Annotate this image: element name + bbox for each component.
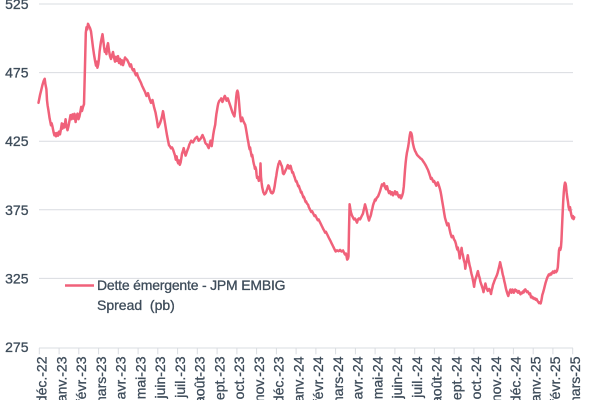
svg-text:août-23: août-23: [192, 356, 208, 400]
svg-text:nov.-23: nov.-23: [251, 356, 267, 400]
svg-text:déc.-23: déc.-23: [271, 356, 287, 400]
svg-text:oct.-23: oct.-23: [231, 356, 247, 399]
svg-text:325: 325: [5, 270, 29, 286]
svg-text:juil.-23: juil.-23: [172, 356, 188, 398]
svg-text:mars-25: mars-25: [567, 356, 583, 400]
svg-text:févr.-23: févr.-23: [73, 356, 89, 400]
svg-text:sept.-24: sept.-24: [449, 356, 465, 400]
svg-text:Spread (pb): Spread (pb): [97, 297, 175, 313]
svg-text:sept.-23: sept.-23: [211, 356, 227, 400]
svg-text:juin-24: juin-24: [389, 356, 405, 399]
svg-text:475: 475: [5, 65, 29, 81]
svg-text:févr.-25: févr.-25: [547, 356, 563, 400]
svg-text:juil.-24: juil.-24: [409, 356, 425, 398]
svg-text:275: 275: [5, 339, 29, 355]
svg-text:mai-23: mai-23: [132, 356, 148, 399]
svg-text:375: 375: [5, 202, 29, 218]
svg-text:juin-23: juin-23: [152, 356, 168, 399]
svg-text:mars-24: mars-24: [330, 356, 346, 400]
svg-text:déc.-24: déc.-24: [508, 356, 524, 400]
svg-text:425: 425: [5, 133, 29, 149]
svg-text:Dette émergente - JPM EMBIG: Dette émergente - JPM EMBIG: [97, 277, 285, 293]
svg-text:mai-24: mai-24: [369, 356, 385, 399]
svg-text:oct.-24: oct.-24: [468, 356, 484, 399]
svg-text:525: 525: [5, 0, 29, 12]
svg-text:janv.-24: janv.-24: [290, 356, 306, 400]
svg-text:janv.-25: janv.-25: [528, 356, 544, 400]
svg-text:janv.-23: janv.-23: [53, 356, 69, 400]
svg-text:avr.-23: avr.-23: [113, 356, 129, 399]
svg-text:févr.-24: févr.-24: [310, 356, 326, 400]
svg-text:août-24: août-24: [429, 356, 445, 400]
svg-text:déc.-22: déc.-22: [34, 356, 50, 400]
svg-text:mars-23: mars-23: [93, 356, 109, 400]
svg-text:nov.-24: nov.-24: [488, 356, 504, 400]
svg-text:avr.-24: avr.-24: [350, 356, 366, 399]
